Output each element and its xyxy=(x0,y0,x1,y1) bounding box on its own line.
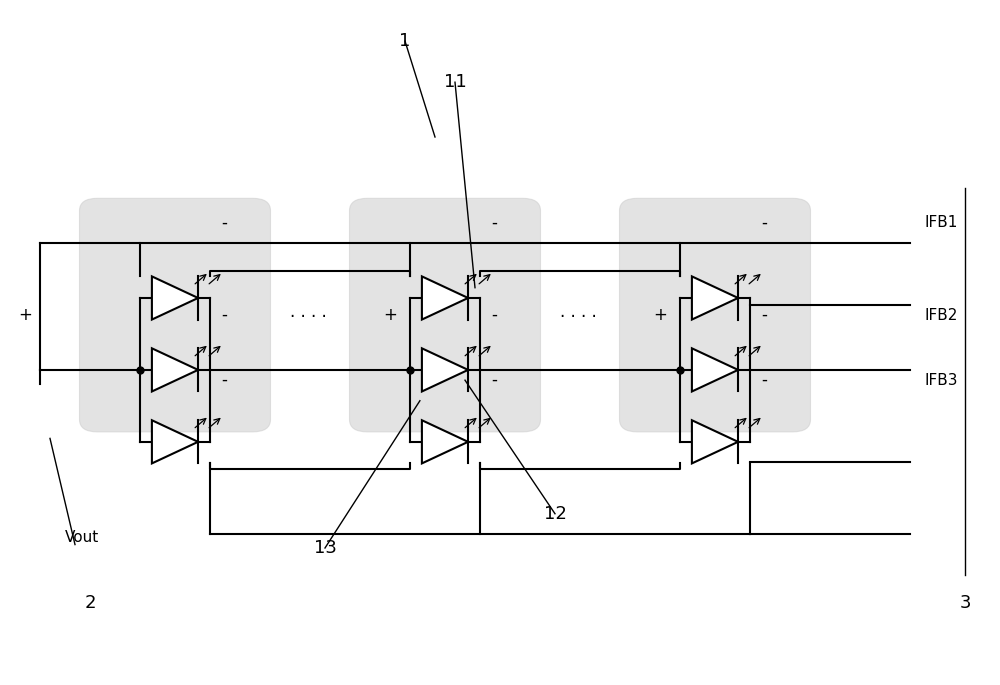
Text: -: - xyxy=(221,306,227,324)
FancyBboxPatch shape xyxy=(79,199,270,432)
Polygon shape xyxy=(692,348,738,392)
Polygon shape xyxy=(422,421,468,464)
Polygon shape xyxy=(152,277,198,319)
Text: 13: 13 xyxy=(314,539,336,557)
Text: 11: 11 xyxy=(444,73,466,91)
Text: IFB1: IFB1 xyxy=(925,215,958,230)
Polygon shape xyxy=(692,421,738,464)
Polygon shape xyxy=(692,277,738,319)
Text: -: - xyxy=(761,214,767,232)
FancyBboxPatch shape xyxy=(350,199,540,432)
FancyBboxPatch shape xyxy=(619,199,810,432)
Text: 2: 2 xyxy=(84,594,96,612)
Polygon shape xyxy=(422,277,468,319)
Polygon shape xyxy=(422,348,468,392)
Text: +: + xyxy=(653,306,667,324)
Text: . . . .: . . . . xyxy=(290,303,326,321)
Polygon shape xyxy=(152,348,198,392)
Text: -: - xyxy=(491,214,497,232)
Text: +: + xyxy=(18,306,32,324)
Text: -: - xyxy=(221,214,227,232)
Text: -: - xyxy=(491,371,497,389)
Text: -: - xyxy=(761,371,767,389)
Polygon shape xyxy=(152,421,198,464)
Text: IFB2: IFB2 xyxy=(925,308,958,323)
Text: 1: 1 xyxy=(399,32,411,50)
Text: -: - xyxy=(221,371,227,389)
Text: Vout: Vout xyxy=(65,530,99,545)
Text: +: + xyxy=(383,306,397,324)
Text: 12: 12 xyxy=(544,505,566,523)
Text: -: - xyxy=(491,306,497,324)
Text: . . . .: . . . . xyxy=(560,303,596,321)
Text: 3: 3 xyxy=(959,594,971,612)
Text: -: - xyxy=(761,306,767,324)
Text: IFB3: IFB3 xyxy=(925,373,958,388)
